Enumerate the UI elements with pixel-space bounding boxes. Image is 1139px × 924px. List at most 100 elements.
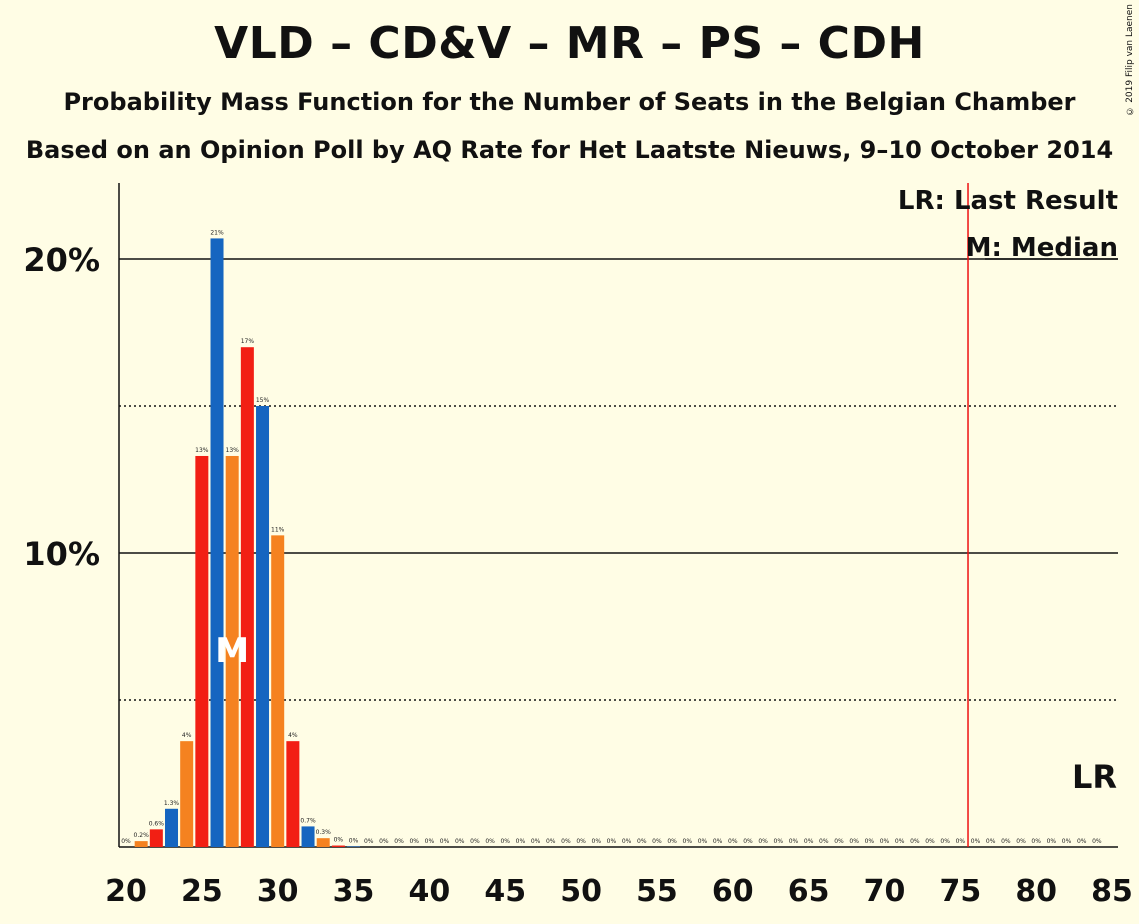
bar-label: 0%: [121, 838, 131, 845]
legend-bg: [985, 234, 1119, 256]
bar: [149, 829, 163, 847]
chart-title: VLD – CD&V – MR – PS – CDH: [214, 18, 925, 69]
bar-label: 0%: [500, 838, 510, 845]
legend-last-result: LR: Last Result: [898, 186, 1118, 216]
bar-label: 0%: [834, 838, 844, 845]
bar-label: 0%: [1092, 838, 1102, 845]
bar-label: 0%: [956, 838, 966, 845]
bar: [301, 826, 315, 847]
bar-label: 0%: [409, 838, 419, 845]
bar: [286, 741, 300, 847]
bar-label: 0%: [1047, 838, 1057, 845]
bar-label: 0%: [1031, 838, 1041, 845]
y-tick-label: 10%: [23, 535, 100, 573]
bar-label: 0%: [743, 838, 753, 845]
bar-label: 0%: [789, 838, 799, 845]
bar-label: 0%: [1016, 838, 1026, 845]
bar-label: 0%: [880, 838, 890, 845]
bar-label: 0%: [819, 838, 829, 845]
bar-label: 0%: [425, 838, 435, 845]
bar-label: 0%: [394, 838, 404, 845]
bar-label: 11%: [271, 526, 285, 533]
y-tick-bg: [22, 531, 102, 571]
bar-label: 0.6%: [149, 820, 165, 827]
x-tick-label: 65: [788, 874, 830, 909]
bar-label: 0%: [667, 838, 677, 845]
bar-label: 0%: [925, 838, 935, 845]
bar-label: 0%: [349, 837, 359, 844]
x-tick-label: 25: [181, 874, 223, 909]
bar: [165, 808, 179, 847]
bar-label: 0%: [1062, 838, 1072, 845]
bar-label: 0%: [622, 838, 632, 845]
bar-label: 4%: [288, 732, 298, 739]
x-tick-label: 75: [939, 874, 981, 909]
bar: [195, 455, 209, 847]
bar-label: 0%: [895, 838, 905, 845]
bar-label: 0%: [637, 838, 647, 845]
last-result-marker: LR: [1072, 758, 1117, 796]
x-tick-label: 30: [257, 874, 299, 909]
bar-label: 0%: [774, 838, 784, 845]
median-marker: M: [215, 631, 249, 671]
bar-label: 0%: [364, 838, 374, 845]
bar-label: 15%: [256, 397, 270, 404]
bar-label: 0%: [455, 838, 465, 845]
chart-source: Based on an Opinion Poll by AQ Rate for …: [25, 136, 1114, 164]
bar-label: 0%: [865, 838, 875, 845]
x-tick-label: 55: [636, 874, 678, 909]
x-tick-label: 70: [864, 874, 906, 909]
bar-label: 0%: [516, 838, 526, 845]
bar-label: 1.3%: [164, 800, 180, 807]
bar: [271, 535, 285, 847]
bar-label: 0%: [910, 838, 920, 845]
bar-label: 0%: [334, 837, 344, 844]
bar-label: 0%: [592, 838, 602, 845]
x-tick-label: 80: [1015, 874, 1057, 909]
bar-label: 0%: [940, 838, 950, 845]
bar-label: 0%: [713, 838, 723, 845]
bar: [331, 845, 345, 847]
chart-subtitle: Probability Mass Function for the Number…: [63, 88, 1076, 116]
bar-label: 0%: [1077, 838, 1087, 845]
bar-label: 0%: [440, 838, 450, 845]
bar: [316, 838, 330, 847]
x-tick-label: 20: [105, 874, 147, 909]
bar: [225, 455, 239, 847]
bar: [240, 347, 254, 847]
bar: [256, 406, 270, 847]
bar-label: 0%: [849, 838, 859, 845]
bar: [134, 841, 148, 847]
bar-label: 0%: [804, 838, 814, 845]
y-tick-bg: [22, 237, 102, 277]
y-tick-label: 20%: [23, 241, 100, 279]
bar-label: 17%: [241, 338, 255, 345]
x-tick-label: 40: [409, 874, 451, 909]
bar-label: 0%: [971, 838, 981, 845]
bar-label: 13%: [226, 447, 240, 454]
bar-label: 0%: [698, 838, 708, 845]
bar-label: 0%: [652, 838, 662, 845]
bar-label: 0%: [546, 838, 556, 845]
bar-label: 0%: [758, 838, 768, 845]
x-tick-label: 45: [484, 874, 526, 909]
bar-label: 0%: [485, 838, 495, 845]
x-tick-label: 35: [333, 874, 375, 909]
x-tick-label: 60: [712, 874, 754, 909]
bar-label: 0%: [531, 838, 541, 845]
bar-label: 0%: [986, 838, 996, 845]
bar-label: 0.7%: [300, 817, 316, 824]
bar-label: 0%: [561, 838, 571, 845]
bar-label: 0%: [728, 838, 738, 845]
bar-label: 0%: [576, 838, 586, 845]
bar-label: 4%: [182, 732, 192, 739]
bar-label: 0%: [683, 838, 693, 845]
bar: [210, 238, 224, 848]
bar-label: 21%: [210, 229, 224, 236]
x-tick-label: 85: [1091, 874, 1133, 909]
bar-label: 0.3%: [316, 829, 332, 836]
bar-label: 0%: [379, 838, 389, 845]
bar-label: 0%: [607, 838, 617, 845]
bar-label: 0.2%: [134, 832, 150, 839]
